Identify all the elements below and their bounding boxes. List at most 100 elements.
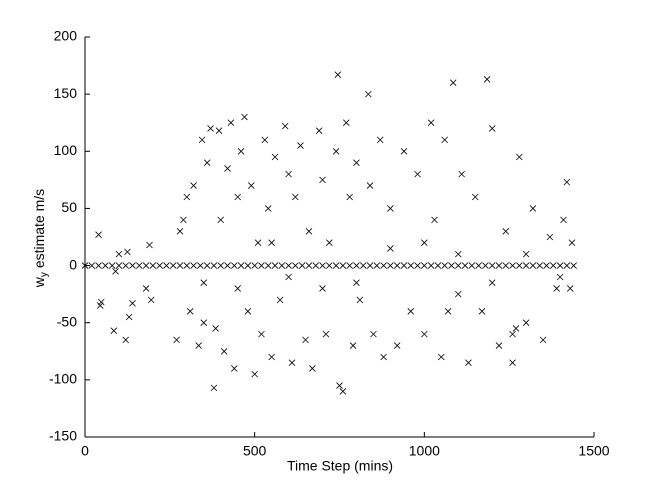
point <box>234 193 241 201</box>
point <box>136 262 143 269</box>
point <box>560 216 567 224</box>
point <box>366 182 374 189</box>
point <box>112 268 119 275</box>
point <box>200 319 208 326</box>
point <box>488 262 496 269</box>
point <box>122 336 130 344</box>
point <box>502 228 510 235</box>
point <box>322 330 330 338</box>
point <box>268 353 275 361</box>
point <box>217 262 225 269</box>
y-axis-label: wy estimate m/s <box>31 189 50 288</box>
point <box>427 262 435 269</box>
point <box>400 262 408 269</box>
point <box>441 136 448 144</box>
point <box>258 262 265 269</box>
point <box>563 262 571 269</box>
point <box>264 262 272 269</box>
point <box>475 262 482 269</box>
point <box>556 262 564 269</box>
point <box>278 262 286 269</box>
point <box>271 262 279 269</box>
point <box>237 262 245 269</box>
point <box>495 342 503 349</box>
point <box>241 113 248 121</box>
y-tick-label: -150 <box>49 428 77 444</box>
point <box>305 262 313 269</box>
x-tick-label: 500 <box>243 443 267 459</box>
point <box>244 262 252 269</box>
point <box>186 308 194 315</box>
point <box>421 239 428 246</box>
point <box>215 127 223 134</box>
point <box>434 262 442 269</box>
point <box>288 359 296 366</box>
point <box>568 239 576 246</box>
y-label-sub: y <box>39 272 50 277</box>
point <box>349 342 357 349</box>
point <box>393 342 401 349</box>
point <box>370 330 377 338</box>
point <box>441 262 448 269</box>
point <box>346 262 353 269</box>
point <box>529 205 537 212</box>
point <box>176 228 184 235</box>
point <box>458 170 465 178</box>
point <box>373 262 381 269</box>
point <box>224 165 231 172</box>
point <box>566 285 574 292</box>
point <box>529 262 537 269</box>
point <box>553 285 560 292</box>
point <box>427 119 435 126</box>
point <box>234 285 241 292</box>
point <box>129 262 136 269</box>
point <box>200 279 208 286</box>
point <box>156 262 163 269</box>
point <box>244 308 252 315</box>
point <box>237 148 245 155</box>
point <box>305 228 313 235</box>
point <box>449 79 457 86</box>
x-tick-label: 0 <box>81 443 89 459</box>
point <box>336 382 343 389</box>
y-tick-label: 150 <box>54 85 78 101</box>
point <box>414 262 421 269</box>
point <box>292 193 299 201</box>
point <box>231 365 238 372</box>
point <box>400 148 408 155</box>
point <box>522 262 530 269</box>
point <box>549 262 557 269</box>
point <box>147 296 155 304</box>
x-axis-label: Time Step (mins) <box>287 458 393 474</box>
point <box>315 127 323 134</box>
point <box>197 262 204 269</box>
point <box>251 370 258 378</box>
y-tick-label: 100 <box>54 142 78 158</box>
point <box>227 119 235 126</box>
point <box>302 336 309 344</box>
point <box>298 262 306 269</box>
point <box>224 262 231 269</box>
y-tick-label: -50 <box>57 313 77 329</box>
point <box>380 262 387 269</box>
point <box>478 308 486 315</box>
point <box>482 262 489 269</box>
point <box>251 262 258 269</box>
point <box>122 262 130 269</box>
point <box>454 290 462 298</box>
point <box>195 342 202 349</box>
point <box>509 330 516 338</box>
point <box>271 153 279 161</box>
point <box>110 327 118 334</box>
point <box>212 325 219 332</box>
point <box>319 262 326 269</box>
point <box>210 262 218 269</box>
point <box>163 262 170 269</box>
point <box>220 348 228 355</box>
y-tick-label: 0 <box>69 256 77 272</box>
point <box>115 262 123 269</box>
point <box>203 262 211 269</box>
point <box>95 231 102 238</box>
point <box>210 384 218 392</box>
